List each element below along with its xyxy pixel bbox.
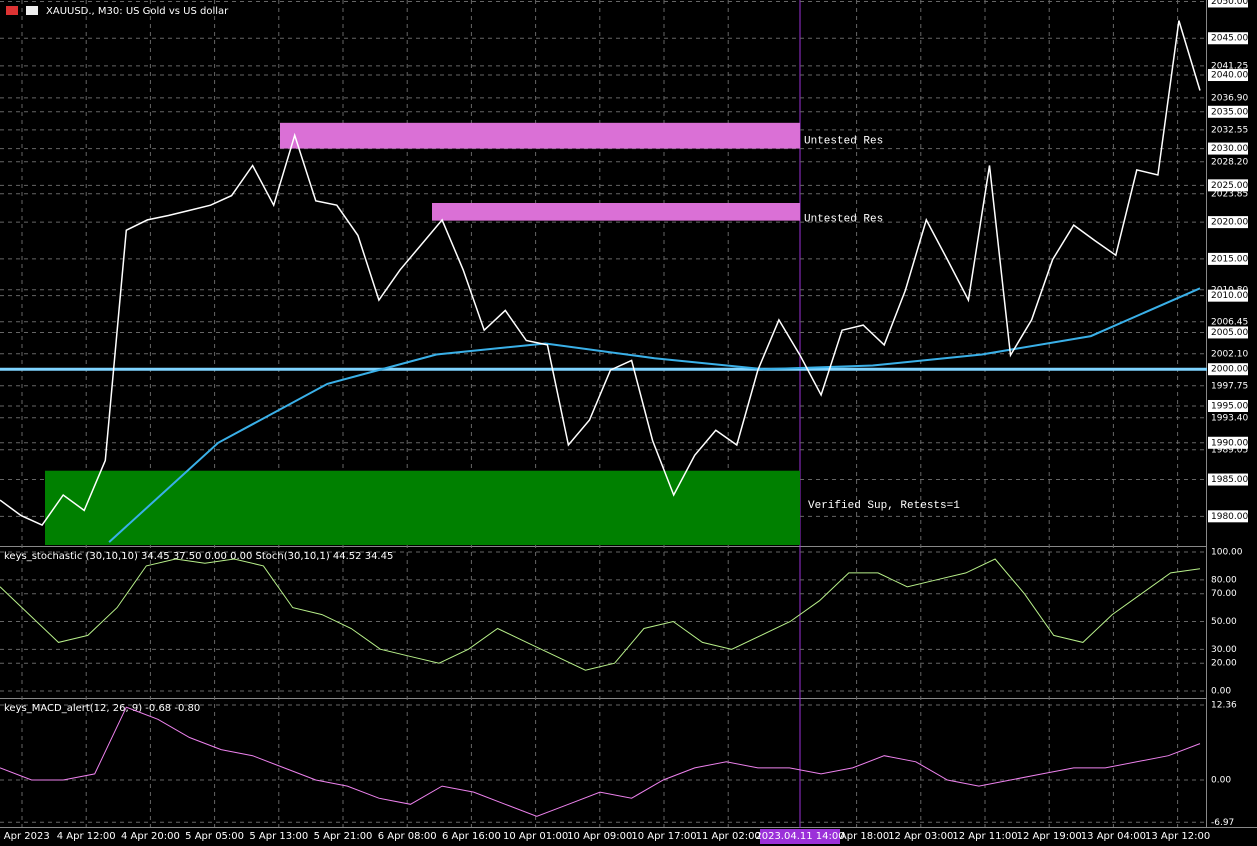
y-tick-label: 0.00 <box>1211 687 1231 697</box>
y-tick-label: 2028.20 <box>1211 157 1248 167</box>
tick-label-bg <box>1208 326 1248 339</box>
y-tick-label: 30.00 <box>1211 645 1237 655</box>
tick-label-bg <box>1208 142 1248 155</box>
series-line <box>0 20 1201 527</box>
y-tick-label: -6.97 <box>1211 818 1234 828</box>
y-tick-label: 2023.85 <box>1211 189 1248 199</box>
y-tick-label: 2025.00 <box>1211 181 1248 191</box>
x-tick-label: 12 Apr 03:00 <box>888 831 953 842</box>
zone <box>45 470 800 545</box>
zone-label: Untested Res <box>804 214 883 226</box>
x-tick-label: 4 Apr 12:00 <box>57 831 116 842</box>
y-tick-label: 2000.00 <box>1211 365 1248 375</box>
x-tick-label: 11 Apr 02:00 <box>696 831 761 842</box>
tick-label-bg <box>1208 473 1248 486</box>
panel-title: keys_MACD_alert(12, 26, 9) -0.68 -0.80 <box>4 703 200 714</box>
tick-label-bg <box>1208 252 1248 265</box>
tick-label-bg <box>1208 436 1248 449</box>
icon <box>26 6 38 15</box>
y-tick-label: 2041.25 <box>1211 61 1248 71</box>
y-tick-label: 1995.00 <box>1211 401 1248 411</box>
y-tick-label: 2005.00 <box>1211 328 1248 338</box>
y-tick-label: 1993.40 <box>1211 413 1248 423</box>
y-tick-label: 80.00 <box>1211 575 1237 585</box>
x-tick-label: 12 Apr 19:00 <box>1017 831 1082 842</box>
tick-label-bg <box>1208 69 1248 82</box>
tick-label-bg <box>1208 363 1248 376</box>
x-tick-label: 4 Apr 20:00 <box>121 831 180 842</box>
icon <box>6 6 18 15</box>
y-tick-label: 12.36 <box>1211 700 1237 710</box>
y-tick-label: 2010.00 <box>1211 291 1248 301</box>
y-tick-label: 1990.00 <box>1211 438 1248 448</box>
y-tick-label: 100.00 <box>1211 548 1243 558</box>
tick-label-bg <box>1208 32 1248 45</box>
y-tick-label: 1980.00 <box>1211 512 1248 522</box>
x-tick-label: 4 Apr 2023 <box>0 831 50 842</box>
y-tick-label: 2032.55 <box>1211 125 1248 135</box>
tick-label-bg <box>1208 289 1248 302</box>
x-tick-label: 5 Apr 21:00 <box>314 831 373 842</box>
y-tick-label: 2045.00 <box>1211 34 1248 44</box>
zone-label: Untested Res <box>804 135 883 147</box>
x-tick-label: 13 Apr 04:00 <box>1081 831 1146 842</box>
x-tick-label: 13 Apr 12:00 <box>1145 831 1210 842</box>
series-line <box>0 558 1201 671</box>
tick-label-bg <box>1208 510 1248 523</box>
y-tick-label: 0.00 <box>1211 775 1231 785</box>
y-tick-label: 50.00 <box>1211 617 1237 627</box>
y-tick-label: 20.00 <box>1211 659 1237 669</box>
x-tick-label: 10 Apr 09:00 <box>567 831 632 842</box>
tick-label-bg <box>1208 179 1248 192</box>
x-tick-label: 12 Apr 11:00 <box>952 831 1017 842</box>
y-tick-label: 1989.05 <box>1211 445 1248 455</box>
y-tick-label: 1985.00 <box>1211 475 1248 485</box>
x-tick-label: 6 Apr 16:00 <box>442 831 501 842</box>
x-tick-label: 10 Apr 17:00 <box>631 831 696 842</box>
tick-label-bg <box>1208 0 1248 8</box>
y-tick-label: 70.00 <box>1211 589 1237 599</box>
y-tick-label: 2050.00 <box>1211 0 1248 7</box>
tick-label-bg <box>1208 399 1248 412</box>
series-line <box>0 706 1201 817</box>
chart-title: XAUUSD., M30: US Gold vs US dollar <box>46 6 229 17</box>
x-tick-label: 10 Apr 01:00 <box>503 831 568 842</box>
y-tick-label: 2015.00 <box>1211 254 1248 264</box>
x-tick-label: 6 Apr 08:00 <box>378 831 437 842</box>
tick-label-bg <box>1208 216 1248 229</box>
zone-label: Verified Sup, Retests=1 <box>808 500 960 512</box>
y-tick-label: 2006.45 <box>1211 317 1248 327</box>
crosshair-label: 2023.04.11 14:00 <box>755 831 844 842</box>
zone <box>432 202 800 221</box>
x-tick-label: 5 Apr 13:00 <box>249 831 308 842</box>
tick-label-bg <box>1208 105 1248 118</box>
panel-title: keys_stochastic (30,10,10) 34.45 37.50 0… <box>4 551 393 562</box>
y-tick-label: 2036.90 <box>1211 93 1248 103</box>
y-tick-label: 2020.00 <box>1211 218 1248 228</box>
x-tick-label: 5 Apr 05:00 <box>185 831 244 842</box>
y-tick-label: 2040.00 <box>1211 71 1248 81</box>
zone <box>280 122 800 149</box>
crosshair-label-bg <box>760 829 840 844</box>
y-tick-label: 1997.75 <box>1211 381 1248 391</box>
series-line <box>108 287 1201 543</box>
y-tick-label: 2030.00 <box>1211 144 1248 154</box>
y-tick-label: 2002.10 <box>1211 349 1248 359</box>
y-tick-label: 2035.00 <box>1211 107 1248 117</box>
x-tick-label: 11 Apr 18:00 <box>824 831 889 842</box>
